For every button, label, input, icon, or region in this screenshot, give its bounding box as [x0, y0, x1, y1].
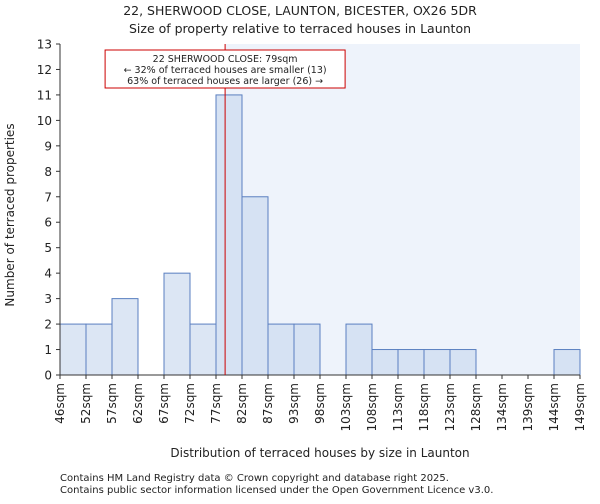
bar-group [59, 94, 581, 376]
x-tick-label: 134sqm [495, 383, 509, 431]
bar-46sqm [59, 323, 87, 376]
annotation-line-1: 22 SHERWOOD CLOSE: 79sqm [153, 54, 298, 65]
y-tick-label: 11 [37, 88, 52, 102]
bar-77sqm [215, 94, 243, 376]
y-tick-label: 5 [44, 241, 52, 255]
bar-113sqm [397, 349, 425, 376]
bar-87sqm [267, 323, 295, 376]
y-tick-label: 3 [44, 292, 52, 306]
bar-72sqm [189, 323, 217, 376]
bar-93sqm [293, 323, 321, 376]
y-tick-label: 10 [37, 114, 52, 128]
bar-123sqm [449, 349, 477, 376]
x-tick-label: 118sqm [417, 383, 431, 431]
x-tick-label: 72sqm [183, 383, 197, 424]
chart-title: 22, SHERWOOD CLOSE, LAUNTON, BICESTER, O… [123, 3, 477, 18]
y-tick-label: 12 [37, 63, 52, 77]
x-tick-label: 103sqm [339, 383, 353, 431]
x-tick-label: 82sqm [235, 383, 249, 424]
x-tick-label: 123sqm [443, 383, 457, 431]
x-tick-label: 67sqm [157, 383, 171, 424]
bar-67sqm [163, 272, 191, 376]
y-tick-label: 7 [44, 190, 52, 204]
y-tick-label: 2 [44, 318, 52, 332]
y-tick-label: 8 [44, 165, 52, 179]
x-axis: 46sqm 52sqm 57sqm 62sqm 67sqm 72sqm 77sqm 82sqm… [53, 374, 587, 431]
bar-108sqm [371, 349, 399, 376]
x-tick-label: 144sqm [547, 383, 561, 431]
x-tick-label: 108sqm [365, 383, 379, 431]
x-tick-label: 113sqm [391, 383, 405, 431]
x-tick-label: 87sqm [261, 383, 275, 424]
y-tick-label: 1 [44, 343, 52, 357]
plot-area [60, 44, 580, 375]
bar-103sqm [345, 323, 373, 376]
x-tick-label: 57sqm [105, 383, 119, 424]
annotation-box [104, 49, 346, 89]
annotation-line-3: 63% of terraced houses are larger (26) → [127, 76, 323, 87]
y-tick-label: 0 [44, 369, 52, 383]
bar-82sqm [241, 196, 269, 376]
property-marker: 22 SHERWOOD CLOSE: 79sqm← 32% of terrace… [104, 44, 346, 375]
y-tick-label: 13 [37, 38, 52, 52]
x-tick-label: 128sqm [469, 383, 483, 431]
x-tick-label: 139sqm [521, 383, 535, 431]
x-tick-label: 52sqm [79, 383, 93, 424]
x-tick-label: 98sqm [313, 383, 327, 424]
bar-52sqm [85, 323, 113, 376]
x-tick-label: 62sqm [131, 383, 145, 424]
highlight-region [225, 44, 580, 375]
bar-57sqm [111, 298, 139, 376]
y-tick-label: 9 [44, 139, 52, 153]
y-tick-label: 4 [44, 267, 52, 281]
x-axis-label: Distribution of terraced houses by size … [170, 446, 469, 460]
bar-118sqm [423, 349, 451, 376]
footer-licence: Contains public sector information licen… [60, 485, 493, 496]
x-tick-label: 77sqm [209, 383, 223, 424]
annotation-line-2: ← 32% of terraced houses are smaller (13… [124, 65, 327, 76]
footer-copyright: Contains HM Land Registry data © Crown c… [60, 473, 449, 484]
x-tick-label: 93sqm [287, 383, 301, 424]
y-axis-label: Number of terraced properties [3, 123, 17, 306]
bar-144sqm [553, 349, 581, 376]
x-tick-label: 149sqm [573, 383, 587, 431]
chart-subtitle: Size of property relative to terraced ho… [129, 21, 471, 36]
x-tick-label: 46sqm [53, 383, 67, 424]
y-tick-label: 6 [44, 216, 52, 230]
